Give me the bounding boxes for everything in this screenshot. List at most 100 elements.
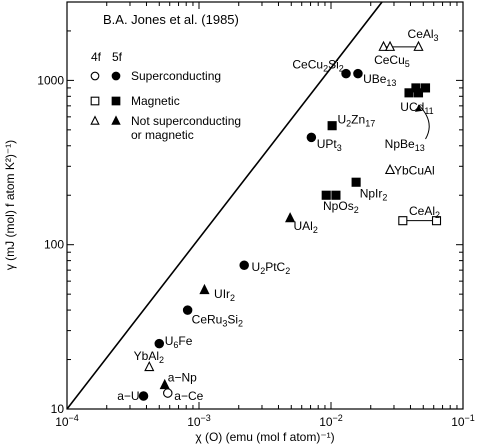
point-label-part: YbAl <box>134 349 159 363</box>
filled-triangle-point <box>285 212 296 223</box>
point-label-part: 3 <box>337 143 342 153</box>
filled-circle-point <box>239 260 249 270</box>
legend-label: Not superconducting <box>131 114 241 128</box>
x-axis-label: χ (O) (emu (mol f atom)⁻¹) <box>195 430 334 444</box>
point-label-part: CeCu <box>374 53 405 67</box>
point-label-part: UPt <box>317 137 338 151</box>
point-label-part: Fe <box>178 334 192 348</box>
point-label: UIr2 <box>214 287 235 303</box>
legend-header-5f: 5f <box>112 50 123 64</box>
point-label-part: CeAl <box>408 27 434 41</box>
point-label-part: 13 <box>415 143 425 153</box>
point-label: CeRu3Si2 <box>192 313 243 329</box>
x-tick-base: 10 <box>187 415 201 429</box>
connector-lines <box>383 46 437 222</box>
point-label: YbCuAl <box>394 164 435 178</box>
filled-square-point <box>420 83 431 93</box>
legend-open-square <box>90 96 100 106</box>
plot-frame <box>66 1 464 410</box>
legend-open-triangle <box>90 115 100 125</box>
legend-label: Magnetic <box>131 94 180 108</box>
point-label-part: UAl <box>294 219 313 233</box>
point-label: UPt3 <box>317 137 342 153</box>
point-label-part: 2 <box>435 210 440 220</box>
filled-circle-point <box>154 338 165 349</box>
open-square-point <box>431 216 442 226</box>
point-label-part: 3 <box>222 319 227 329</box>
point-label-part: CeRu <box>192 313 223 327</box>
y-tick-label: 10 <box>51 402 65 416</box>
point-label-part: U <box>252 260 261 274</box>
filled-circle-point <box>353 68 363 79</box>
point-label-part: NpOs <box>323 199 354 213</box>
x-tick-label: 10−1 <box>451 413 475 429</box>
point-label: a−U <box>117 389 139 403</box>
y-axis-label: γ (mJ (mol) f atom K²)⁻¹) <box>3 140 17 270</box>
point-label-part: NpIr <box>360 186 383 200</box>
x-tick-exponent: −2 <box>333 413 343 423</box>
point-label: CeCu5 <box>374 53 410 69</box>
point-label-part: Si <box>227 313 238 327</box>
point-label-part: 2 <box>260 266 265 276</box>
point-label-part: a−Ce <box>174 389 203 403</box>
open-triangle-point <box>413 40 424 51</box>
point-label-part: 11 <box>424 106 433 116</box>
reference-line <box>66 1 383 410</box>
point-label-part: 2 <box>238 319 243 329</box>
point-label-part: CeAl <box>409 204 435 218</box>
arrow-curve <box>418 104 430 140</box>
x-tick-exponent: −4 <box>69 413 79 423</box>
point-label-part: YbCuAl <box>394 164 435 178</box>
legend-filled-circle <box>111 71 121 81</box>
point-label-part: 13 <box>386 78 396 88</box>
point-label-part: 2 <box>354 205 359 215</box>
filled-square-point <box>351 177 361 187</box>
point-label: NpIr2 <box>360 186 388 202</box>
point-label-part: 2 <box>313 225 318 235</box>
x-tick-label: 10−4 <box>55 413 79 429</box>
filled-circle-point <box>138 391 149 401</box>
open-triangle-point <box>378 40 389 51</box>
point-label-part: U <box>337 112 346 126</box>
point-label-part: UBe <box>363 72 387 86</box>
open-triangle-point <box>384 40 396 51</box>
filled-circle-point <box>306 132 317 143</box>
open-circle-point <box>163 388 173 398</box>
filled-square-point <box>321 190 331 200</box>
open-triangle-point <box>384 163 396 175</box>
legend-filled-square <box>111 96 121 106</box>
point-label-part: 2 <box>230 293 235 303</box>
point-label: UAl2 <box>294 219 318 235</box>
x-tick-exponent: −3 <box>201 413 211 423</box>
point-label: UBe13 <box>363 72 396 88</box>
x-tick-label: 10−2 <box>319 413 343 429</box>
point-label-part: 3 <box>434 33 439 43</box>
point-label: CeAl2 <box>409 204 440 220</box>
x-tick-base: 10 <box>319 415 333 429</box>
point-label-part: CeCu <box>292 57 323 71</box>
chart-title: B.A. Jones et al. (1985) <box>103 12 239 27</box>
point-label-part: 17 <box>365 118 375 128</box>
reference-line-group <box>66 1 383 410</box>
filled-square-point <box>331 190 341 200</box>
legend-header-4f: 4f <box>91 50 102 64</box>
point-label: CeCu2Si2 <box>292 57 343 73</box>
filled-square-point <box>404 88 414 98</box>
point-label-part: 2 <box>382 192 387 202</box>
legend-filled-triangle <box>111 115 121 125</box>
point-label-part: NpBe <box>385 137 415 151</box>
point-label-part: a−Np <box>168 371 197 385</box>
point-label-part: 2 <box>159 355 164 365</box>
filled-circle-point <box>341 68 351 79</box>
point-label-part: 2 <box>339 63 344 73</box>
x-tick-base: 10 <box>451 415 465 429</box>
legend: 4f 5f Superconducting Magnetic Not superco… <box>90 50 241 142</box>
y-tick-label: 1000 <box>37 73 64 87</box>
point-label: a−Ce <box>174 389 203 403</box>
legend-rows: Superconducting Magnetic Not superconducti… <box>90 69 241 142</box>
point-label-part: a−U <box>117 389 139 403</box>
legend-label-line2: or magnetic <box>131 128 194 142</box>
x-tick-exponent: −1 <box>465 413 475 423</box>
point-label: YbAl2 <box>134 349 164 365</box>
